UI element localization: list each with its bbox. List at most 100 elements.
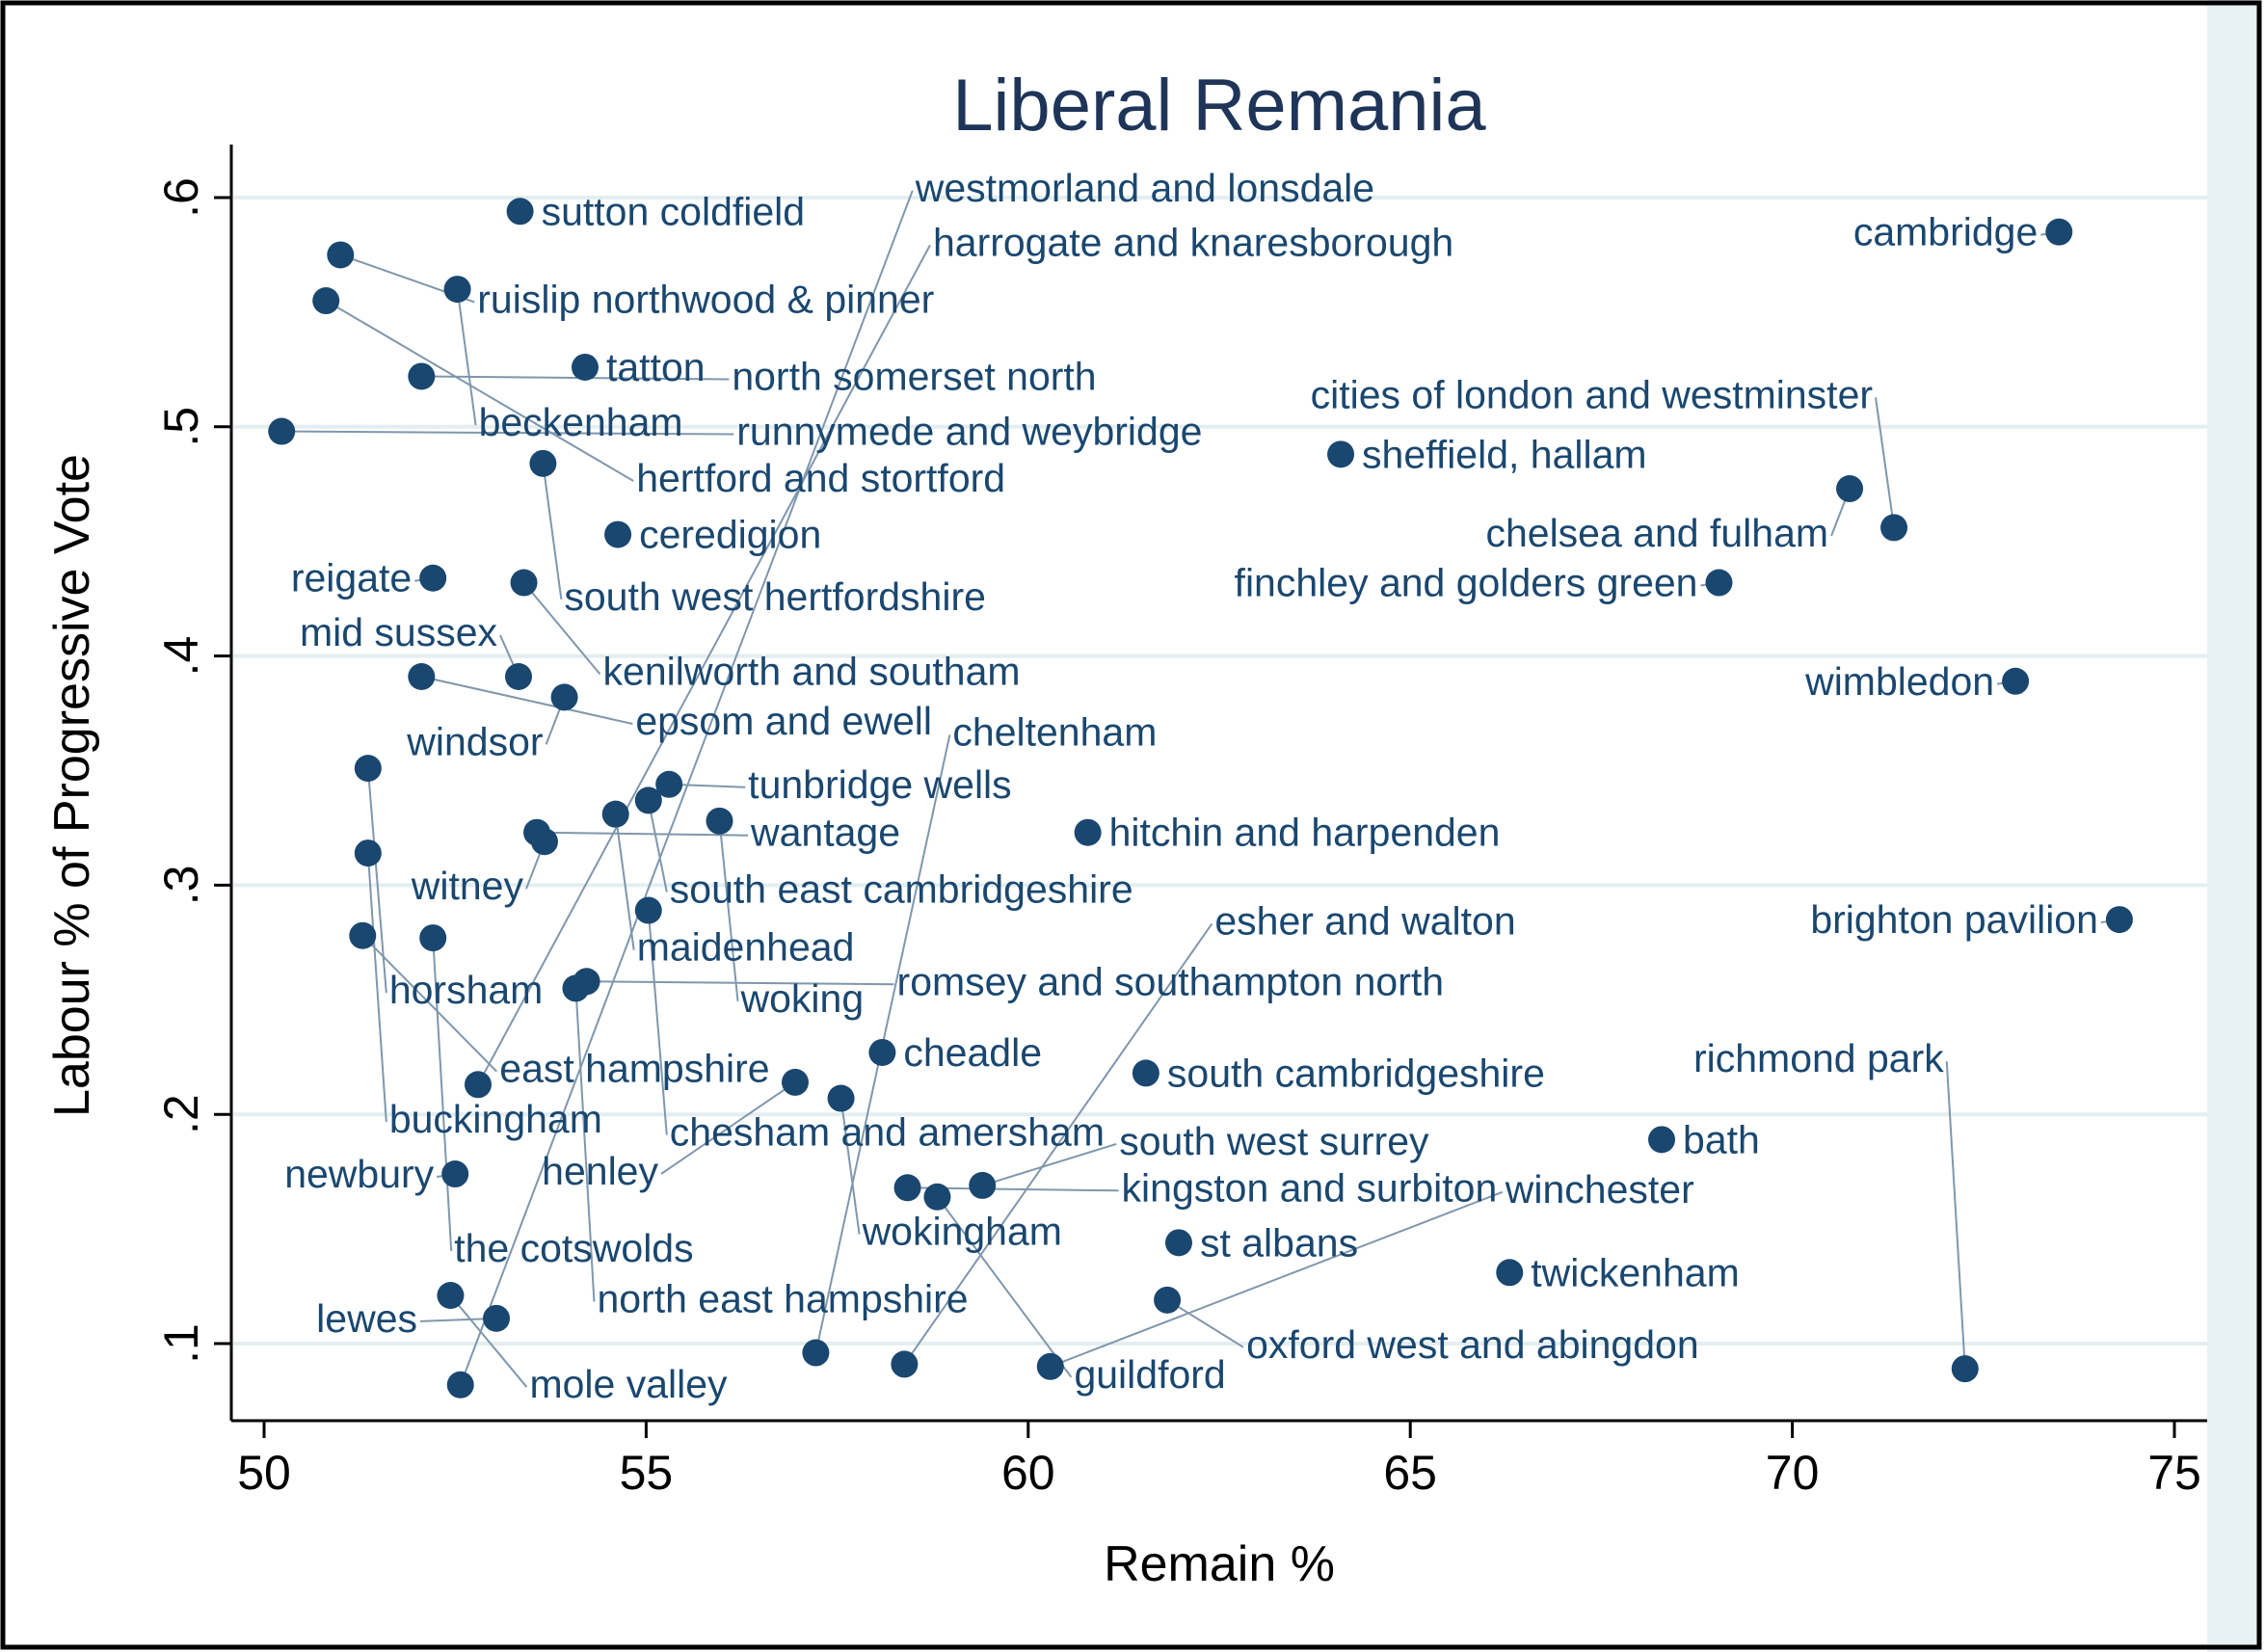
- data-point-marker: [1648, 1126, 1676, 1154]
- data-point-group: windsor: [406, 683, 578, 763]
- data-point-label: wantage: [750, 811, 900, 855]
- label-leader-line: [459, 190, 914, 1386]
- label-leader-line: [1945, 1061, 1966, 1370]
- data-point-marker: [1951, 1355, 1979, 1383]
- data-point-label: horsham: [389, 968, 544, 1012]
- data-point-label: beckenham: [479, 400, 683, 444]
- label-leader-line: [718, 820, 739, 1001]
- label-leader-line: [421, 676, 633, 725]
- data-point-marker: [506, 198, 534, 226]
- data-point-group: bath: [1648, 1117, 1760, 1161]
- data-point-label: south east cambridgeshire: [670, 866, 1133, 911]
- data-point-marker: [634, 786, 662, 814]
- data-point-label: tunbridge wells: [748, 762, 1012, 807]
- data-point-marker: [923, 1183, 951, 1211]
- data-point-group: newbury: [284, 1152, 469, 1196]
- data-point-marker: [1132, 1059, 1159, 1087]
- data-point-label: tatton: [606, 345, 706, 389]
- data-point-group: south west hertfordshire: [529, 449, 986, 619]
- data-point-group: kenilworth and southam: [510, 569, 1021, 694]
- data-point-label: ceredigion: [639, 513, 821, 557]
- x-tick-label: 65: [1383, 1446, 1437, 1500]
- data-point-group: oxford west and abingdon: [1154, 1286, 1699, 1367]
- data-point-marker: [868, 1038, 896, 1066]
- label-leader-line: [361, 935, 497, 1073]
- data-point-marker: [505, 663, 533, 691]
- data-point-label: windsor: [406, 719, 543, 763]
- data-point-label: wimbledon: [1804, 659, 1994, 704]
- data-point-group: tunbridge wells: [655, 762, 1012, 807]
- data-point-label: lewes: [316, 1296, 417, 1341]
- data-point-label: the cotswolds: [454, 1226, 693, 1270]
- data-point-marker: [443, 276, 471, 304]
- data-point-label: oxford west and abingdon: [1246, 1322, 1699, 1367]
- data-point-group: hertford and stortford: [312, 287, 1005, 500]
- data-point-group: south east cambridgeshire: [634, 786, 1133, 911]
- data-point-label: cities of london and westminster: [1311, 372, 1873, 416]
- data-point-marker: [408, 663, 436, 691]
- data-point-label: reigate: [291, 556, 412, 600]
- data-point-marker: [419, 924, 447, 952]
- data-point-group: kingston and surbiton: [893, 1165, 1498, 1210]
- data-point-marker: [1074, 818, 1102, 846]
- data-point-group: finchley and golders green: [1235, 561, 1733, 605]
- data-point-label: south west surrey: [1119, 1119, 1429, 1163]
- data-point-group: witney: [411, 828, 558, 908]
- data-point-group: romsey and southampton north: [573, 959, 1444, 1003]
- data-point-label: sheffield, hallam: [1362, 432, 1647, 476]
- label-leader-line: [432, 938, 453, 1252]
- data-point-marker: [510, 569, 538, 597]
- data-point-marker: [601, 800, 629, 828]
- data-point-label: kingston and surbiton: [1122, 1165, 1498, 1210]
- data-point-marker: [419, 564, 447, 592]
- label-leader-line: [366, 853, 387, 1123]
- y-tick-label: .4: [154, 636, 208, 677]
- data-point-marker: [446, 1371, 474, 1399]
- data-point-group: horsham: [354, 755, 544, 1012]
- data-point-label: runnymede and weybridge: [736, 410, 1202, 454]
- data-point-label: esher and walton: [1214, 898, 1515, 943]
- y-axis-ticks: .1 .2 .3 .4 .5 .6: [154, 177, 231, 1364]
- label-leader-line: [936, 1196, 1073, 1378]
- data-point-label: twickenham: [1531, 1250, 1739, 1294]
- data-point-marker: [2045, 218, 2073, 246]
- data-point-label: winchester: [1505, 1167, 1694, 1212]
- x-tick-label: 55: [620, 1446, 674, 1500]
- data-point-group: brighton pavilion: [1810, 897, 2133, 942]
- data-point-marker: [2002, 667, 2030, 695]
- data-point-marker: [571, 353, 599, 381]
- data-point-group: north east hampshire: [562, 974, 969, 1320]
- data-point-marker: [969, 1171, 997, 1199]
- y-tick-label: .6: [154, 177, 208, 218]
- data-point-group: lewes: [316, 1296, 511, 1341]
- data-point-group: twickenham: [1496, 1250, 1740, 1294]
- data-point-label: sutton coldfield: [542, 189, 806, 233]
- data-point-label: westmorland and lonsdale: [915, 166, 1374, 210]
- label-leader-line: [1050, 1190, 1504, 1368]
- x-tick-label: 60: [1001, 1446, 1055, 1500]
- graph-region-strip: [2207, 0, 2260, 1652]
- data-point-group: beckenham: [443, 276, 683, 444]
- data-point-marker: [1154, 1286, 1182, 1314]
- label-leader-line: [574, 988, 596, 1302]
- data-point-group: cheltenham: [802, 710, 1157, 1367]
- data-point-group: st albans: [1164, 1220, 1358, 1265]
- data-point-label: brighton pavilion: [1810, 897, 2098, 942]
- label-leader-line: [542, 463, 563, 600]
- data-point-group: maidenhead: [601, 800, 854, 970]
- chart-title: Liberal Remania: [952, 65, 1486, 147]
- data-point-marker: [1164, 1229, 1192, 1257]
- data-point-group: cities of london and westminster: [1311, 372, 1908, 542]
- x-tick-label: 70: [1766, 1446, 1820, 1500]
- data-point-group: ruislip northwood & pinner: [327, 241, 934, 321]
- data-point-label: chelsea and fulham: [1485, 511, 1828, 555]
- x-tick-label: 50: [237, 1446, 291, 1500]
- data-point-group: runnymede and weybridge: [268, 410, 1202, 454]
- x-tick-label: 75: [2147, 1446, 2201, 1500]
- data-point-marker: [1880, 514, 1908, 542]
- label-leader-line: [1166, 1298, 1244, 1348]
- data-point-marker: [891, 1350, 919, 1378]
- data-point-marker: [441, 1160, 469, 1188]
- data-point-marker: [408, 362, 436, 390]
